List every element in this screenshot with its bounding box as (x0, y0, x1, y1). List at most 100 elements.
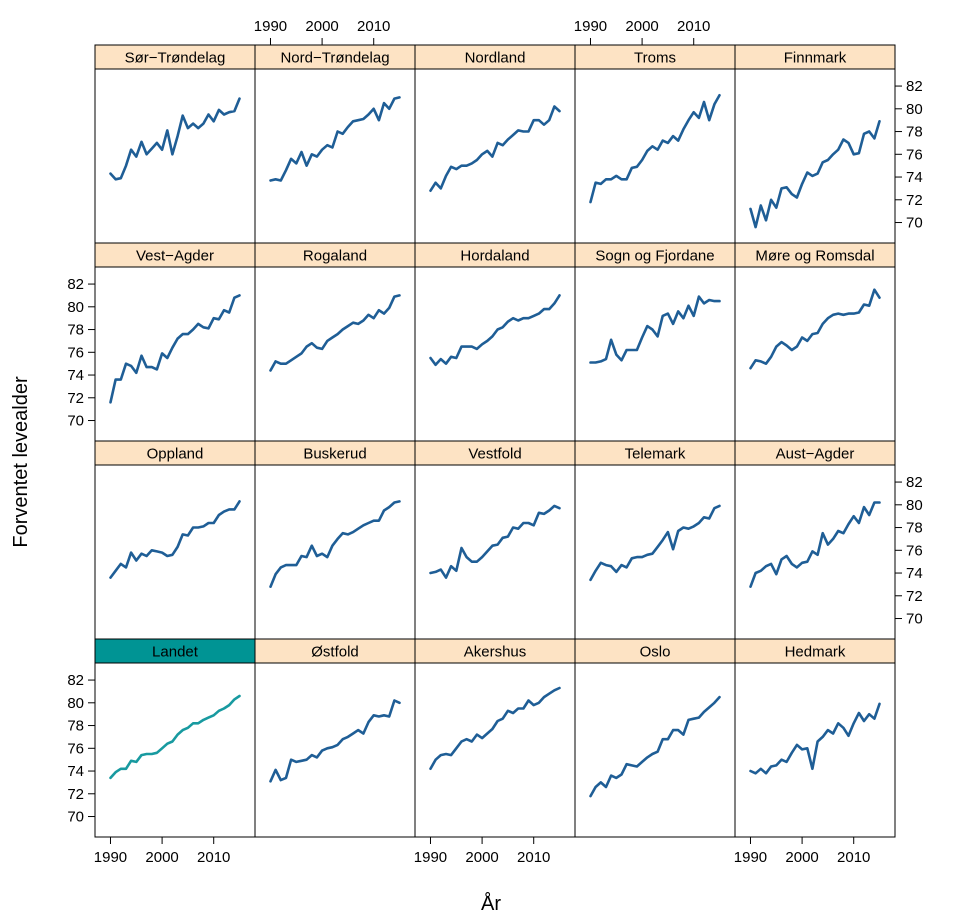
series-line-sør-trøndelag (109, 97, 241, 181)
panel-strip-label: Oppland (147, 446, 204, 463)
panel-frame-nord-trøndelag (254, 68, 416, 244)
series-line-rogaland (269, 294, 401, 372)
series-line-hedmark (749, 702, 881, 775)
series-line-vest-agder (109, 294, 241, 404)
series-line-aust-agder (749, 501, 881, 589)
y-tick-label: 72 (906, 192, 923, 209)
panel-strip-buskerud (254, 440, 416, 466)
y-tick-label: 80 (906, 101, 923, 118)
y-tick-label: 76 (67, 740, 84, 757)
panel-frame-buskerud (254, 464, 416, 640)
panel-strip-label: Vestfold (468, 446, 521, 463)
panel-strip-oslo (574, 638, 736, 664)
panel-strip-akershus (414, 638, 576, 664)
x-tick-label: 2010 (677, 18, 710, 35)
x-tick-label: 2000 (305, 18, 338, 35)
y-tick-label: 80 (906, 497, 923, 514)
y-tick-label: 70 (67, 809, 84, 826)
panel-strip-label: Hordaland (460, 248, 529, 265)
panel-strip-label: Troms (634, 50, 676, 67)
y-tick-label: 78 (906, 520, 923, 537)
x-tick-label: 2000 (465, 849, 498, 866)
panel-strip-label: Landet (152, 644, 199, 661)
panel-strip-finnmark (734, 44, 896, 70)
y-tick-label: 78 (906, 124, 923, 141)
panel-strip-østfold (254, 638, 416, 664)
panel-strip-oppland (94, 440, 256, 466)
panel-strip-label: Hedmark (785, 644, 846, 661)
panel-frame-troms (574, 68, 736, 244)
x-tick-label: 2000 (145, 849, 178, 866)
series-line-akershus (429, 686, 561, 771)
x-tick-label: 2010 (517, 849, 550, 866)
series-line-nordland (429, 105, 561, 192)
panel-strip-landet (94, 638, 256, 664)
series-line-nord-trøndelag (269, 96, 401, 182)
y-tick-label: 76 (67, 344, 84, 361)
y-tick-label: 70 (906, 611, 923, 628)
x-tick-label: 2010 (197, 849, 230, 866)
series-line-oslo (589, 695, 721, 798)
y-tick-label: 70 (906, 215, 923, 232)
y-tick-label: 70 (67, 413, 84, 430)
y-tick-label: 78 (67, 718, 84, 735)
series-line-hordaland (429, 294, 561, 367)
x-tick-label: 1990 (254, 18, 287, 35)
y-tick-label: 74 (906, 169, 923, 186)
y-tick-label: 76 (906, 146, 923, 163)
panel-strip-label: Sogn og Fjordane (595, 248, 714, 265)
series-line-oppland (109, 500, 241, 579)
panel-strip-label: Nordland (465, 50, 526, 67)
panel-strip-label: Østfold (311, 644, 359, 661)
series-line-landet (109, 694, 241, 780)
x-axis-title: År (481, 892, 501, 915)
panel-strip-nord-trøndelag (254, 44, 416, 70)
y-tick-label: 80 (67, 299, 84, 316)
y-tick-label: 72 (67, 390, 84, 407)
y-tick-label: 74 (67, 763, 84, 780)
y-tick-label: 74 (67, 367, 84, 384)
series-line-møre-og-romsdal (749, 288, 881, 370)
panel-frame-østfold (254, 662, 416, 838)
y-tick-label: 72 (67, 786, 84, 803)
panel-strip-label: Vest−Agder (136, 248, 214, 265)
panel-strip-label: Telemark (625, 446, 686, 463)
y-tick-label: 82 (906, 474, 923, 491)
series-line-telemark (589, 504, 721, 582)
y-axis-title: Forventet levealder (10, 376, 32, 548)
series-line-troms (589, 93, 721, 204)
series-line-buskerud (269, 500, 401, 589)
y-tick-label: 82 (67, 672, 84, 689)
series-line-finnmark (749, 120, 881, 229)
panel-frame-landet (94, 662, 256, 838)
x-tick-label: 1990 (574, 18, 607, 35)
y-tick-label: 82 (906, 78, 923, 95)
panel-strip-label: Finnmark (784, 50, 847, 67)
y-tick-label: 82 (67, 276, 84, 293)
panel-strip-label: Rogaland (303, 248, 367, 265)
panel-frame-sør-trøndelag (94, 68, 256, 244)
panel-frame-hordaland (414, 266, 576, 442)
panel-strip-label: Møre og Romsdal (755, 248, 874, 265)
panel-frame-vest-agder (94, 266, 256, 442)
x-tick-label: 2010 (357, 18, 390, 35)
panel-frame-oslo (574, 662, 736, 838)
panel-strip-hedmark (734, 638, 896, 664)
panel-strip-sør-trøndelag (94, 44, 256, 70)
x-tick-label: 2010 (837, 849, 870, 866)
panel-strip-vest-agder (94, 242, 256, 268)
panel-strip-label: Buskerud (303, 446, 366, 463)
x-tick-label: 2000 (625, 18, 658, 35)
panel-strip-nordland (414, 44, 576, 70)
series-line-sogn-og-fjordane (589, 295, 721, 364)
panel-frame-møre-og-romsdal (734, 266, 896, 442)
panel-strip-label: Nord−Trøndelag (280, 50, 389, 67)
y-tick-label: 76 (906, 542, 923, 559)
y-tick-label: 72 (906, 588, 923, 605)
panel-strip-label: Oslo (640, 644, 671, 661)
x-tick-label: 1990 (414, 849, 447, 866)
panel-frame-vestfold (414, 464, 576, 640)
series-line-vestfold (429, 504, 561, 579)
y-tick-label: 78 (67, 322, 84, 339)
